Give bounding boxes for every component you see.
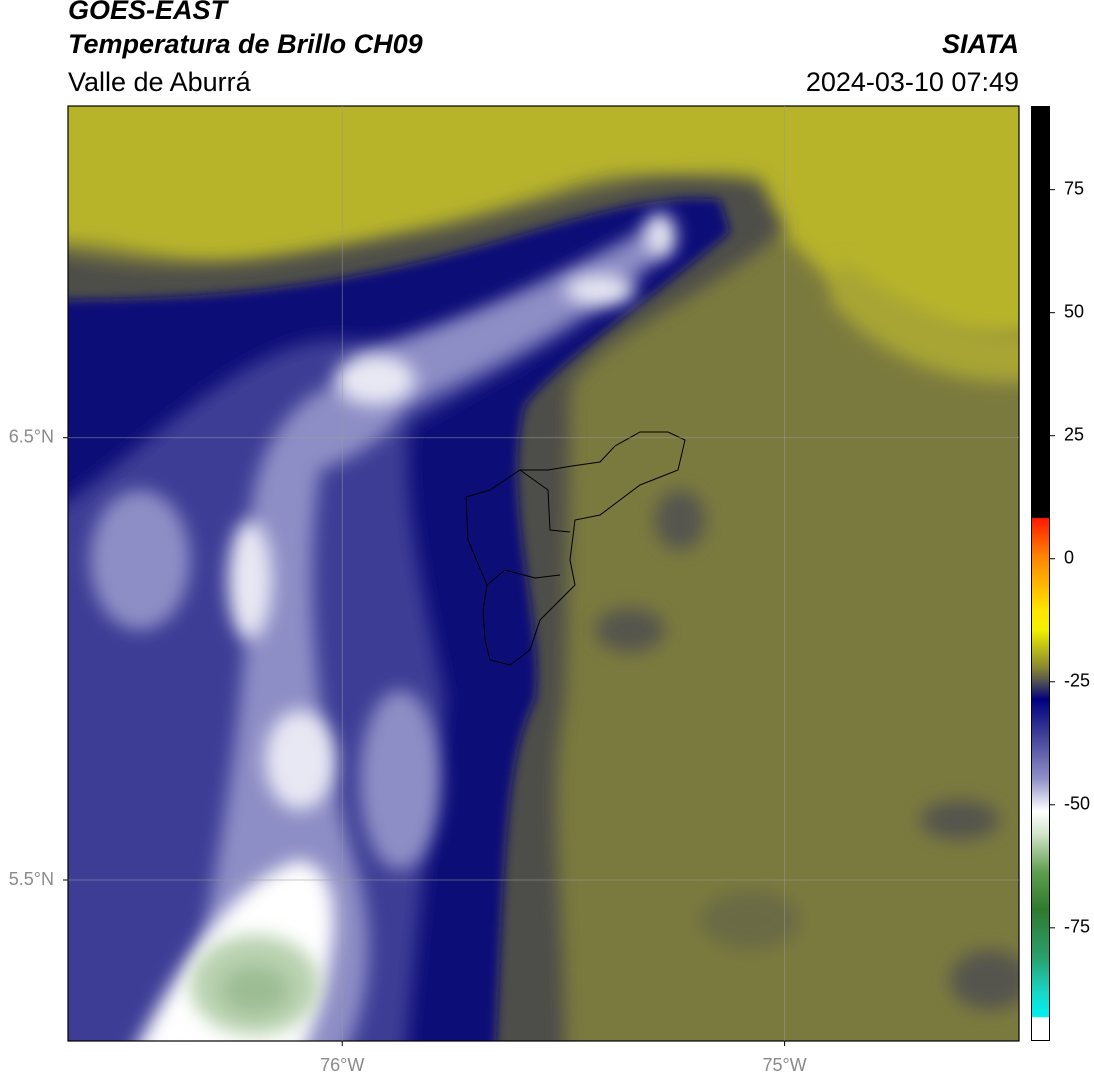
colorbar-tick-label: 50 xyxy=(1064,301,1084,321)
x-tick-label: 75°W xyxy=(762,1055,806,1075)
colorbar-tick-label: -75 xyxy=(1064,917,1090,937)
colorbar-tick-label: -50 xyxy=(1064,794,1090,814)
y-tick-label: 5.5°N xyxy=(9,869,54,889)
colorbar-tick-label: -25 xyxy=(1064,671,1090,691)
y-tick-label: 6.5°N xyxy=(9,426,54,446)
satellite-field xyxy=(68,106,1019,1041)
region: Valle de Aburrá xyxy=(68,67,251,97)
colorbar xyxy=(1031,106,1050,1041)
timestamp: 2024-03-10 07:49 xyxy=(805,67,1019,97)
subtitle: Temperatura de Brillo CH09 xyxy=(68,29,423,59)
agency: SIATA xyxy=(942,29,1019,59)
colorbar-tick-label: 0 xyxy=(1064,547,1074,567)
title: GOES-EAST xyxy=(68,0,228,25)
colorbar-tick-label: 75 xyxy=(1064,178,1084,198)
x-tick-label: 76°W xyxy=(320,1055,364,1075)
colorbar-tick-label: 25 xyxy=(1064,424,1084,444)
map-frame xyxy=(67,105,1020,1042)
